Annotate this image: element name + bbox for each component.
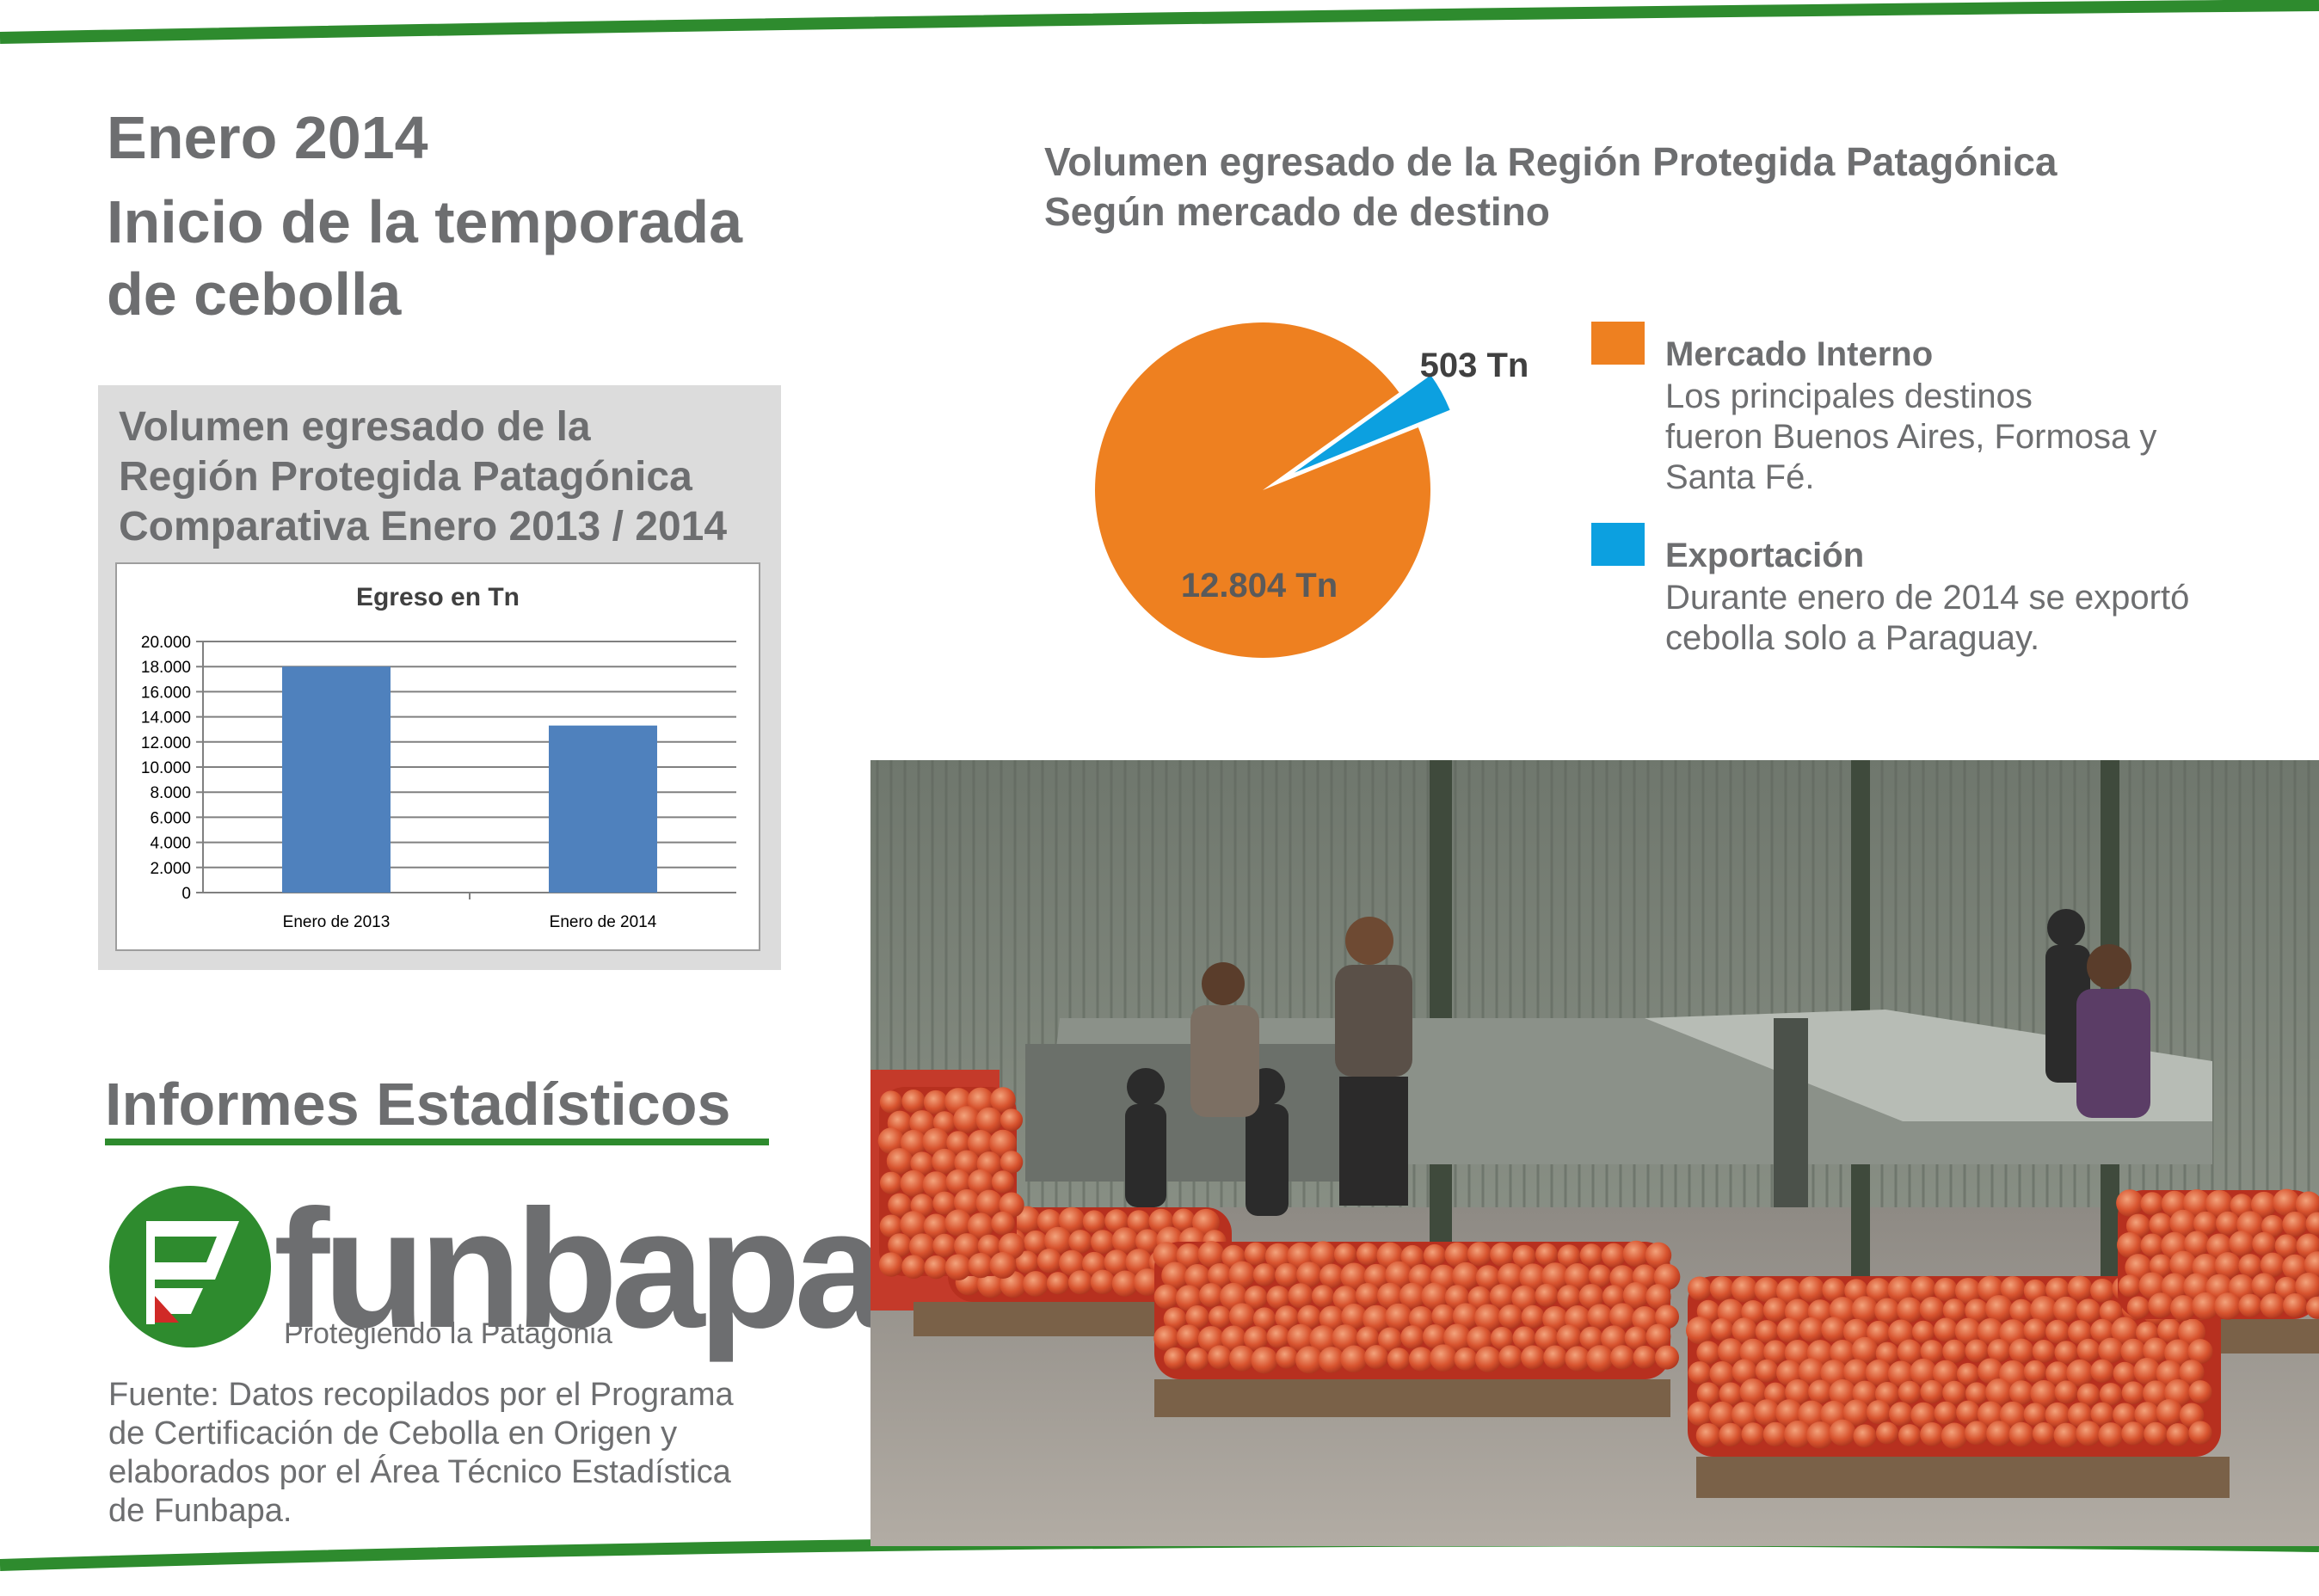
legend-export-title: Exportación — [1665, 537, 1865, 574]
bar-chart-title: Egreso en Tn — [356, 583, 520, 611]
header-title-line2: de cebolla — [107, 261, 402, 328]
x-tick-label: Enero de 2014 — [550, 913, 657, 931]
y-tick-label: 4.000 — [150, 835, 191, 853]
y-tick-label: 16.000 — [141, 684, 191, 702]
header-title-line1: Inicio de la temporada — [107, 188, 743, 255]
legend-export-line2: cebolla solo a Paraguay. — [1665, 619, 2040, 657]
legend-swatch-internal — [1591, 322, 1645, 365]
funbapa-logo-icon — [109, 1186, 271, 1347]
y-tick-label: 8.000 — [150, 784, 191, 802]
y-tick-label: 14.000 — [141, 709, 191, 727]
source-line2: de Certificación de Cebolla en Origen y — [108, 1415, 678, 1452]
y-tick-label: 10.000 — [141, 759, 191, 777]
header-date: Enero 2014 — [107, 104, 428, 171]
x-tick-label: Enero de 2013 — [283, 913, 391, 931]
funbapa-logo-word: funbapa — [274, 1175, 888, 1363]
source-line4: de Funbapa. — [108, 1493, 292, 1529]
pie-title-line1: Volumen egresado de la Región Protegida … — [1044, 139, 2058, 184]
pie-slice-exportacion — [1294, 375, 1450, 473]
bar — [282, 666, 391, 893]
pie-title-line2: Según mercado de destino — [1044, 189, 1550, 234]
pie-chart: 12.804 Tn 503 Tn — [1095, 322, 1529, 658]
y-tick-label: 6.000 — [150, 809, 191, 827]
pie-slice-mercado-interno — [1095, 322, 1430, 658]
legend-export-line1: Durante enero de 2014 se exportó — [1665, 579, 2190, 617]
funbapa-logo-tagline: Protegiendo la Patagonia — [284, 1317, 612, 1350]
legend-swatch-export — [1591, 523, 1645, 566]
legend-internal-line1: Los principales destinos — [1665, 378, 2033, 415]
bar-chart-panel: Volumen egresado de la Región Protegida … — [98, 385, 781, 970]
bar-chart: Egreso en Tn 0 2.000 4.000 6.000 8.000 10.000 1… — [141, 583, 736, 931]
y-tick-label: 12.000 — [141, 734, 191, 752]
bar-panel-title-line1: Volumen egresado de la — [119, 404, 591, 450]
top-green-band — [0, 0, 2319, 44]
bar-chart-frame: Egreso en Tn 0 2.000 4.000 6.000 8.000 10.000 1… — [115, 562, 760, 951]
y-tick-label: 0 — [181, 885, 191, 903]
informes-underline — [105, 1139, 769, 1145]
onion-packing-plant-photo — [870, 760, 2319, 1546]
legend-internal-line3: Santa Fé. — [1665, 458, 1815, 496]
bar-panel-title-line2: Región Protegida Patagónica — [119, 454, 692, 500]
informes-heading: Informes Estadísticos — [105, 1071, 731, 1138]
source-line1: Fuente: Datos recopilados por el Program… — [108, 1377, 734, 1413]
legend-internal-title: Mercado Interno — [1665, 335, 1934, 373]
source-line3: elaborados por el Área Técnico Estadísti… — [108, 1454, 731, 1490]
legend-internal-line2: fueron Buenos Aires, Formosa y — [1665, 418, 2157, 456]
y-tick-label: 2.000 — [150, 860, 191, 878]
bar-panel-title-line3: Comparativa Enero 2013 / 2014 — [119, 504, 728, 549]
bar — [549, 725, 657, 893]
pie-label-exportacion: 503 Tn — [1420, 347, 1529, 384]
y-tick-label: 18.000 — [141, 659, 191, 677]
y-tick-label: 20.000 — [141, 634, 191, 652]
pie-label-mercado-interno: 12.804 Tn — [1181, 567, 1338, 605]
